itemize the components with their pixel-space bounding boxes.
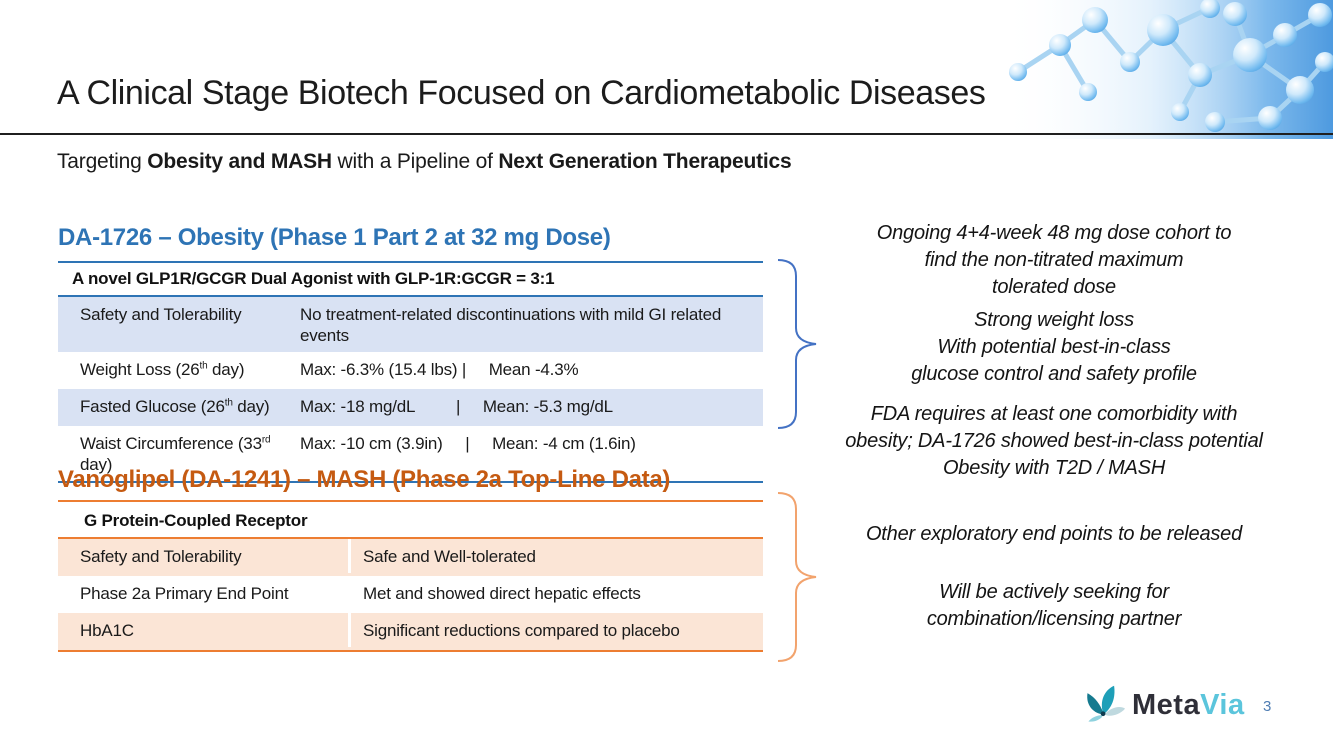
row-label: HbA1C <box>80 621 134 640</box>
blue-brace <box>777 259 817 429</box>
note-line: obesity; DA-1726 showed best-in-class po… <box>845 430 1263 452</box>
table-row: Safety and Tolerability No treatment-rel… <box>58 297 763 352</box>
row-label: Phase 2a Primary End Point <box>80 584 289 603</box>
section-heading-vanoglipel: Vanoglipel (DA-1241) – MASH (Phase 2a To… <box>58 466 671 493</box>
table-row: Safety and Tolerability Safe and Well-to… <box>58 539 763 576</box>
note-line: Will be actively seeking for <box>939 581 1169 603</box>
row-label: Safety and Tolerability <box>80 547 242 566</box>
page-title: A Clinical Stage Biotech Focused on Card… <box>57 74 986 112</box>
note-line: Strong weight loss <box>974 309 1134 331</box>
row-value: Met and showed direct hepatic effects <box>348 576 757 610</box>
table-row: Fasted Glucose (26th day) Max: -18 mg/dL… <box>58 389 763 426</box>
note-line: combination/licensing partner <box>926 608 1182 630</box>
orange-brace <box>777 492 817 662</box>
note-line: Obesity with T2D / MASH <box>942 457 1166 479</box>
note-licensing-partner: Will be actively seeking for combination… <box>818 579 1290 633</box>
row-value: No treatment-related discontinuations wi… <box>300 305 722 345</box>
section-heading-da1726: DA-1726 – Obesity (Phase 1 Part 2 at 32 … <box>58 224 611 251</box>
note-line: glucose control and safety profile <box>911 363 1197 385</box>
note-line: With potential best-in-class <box>937 336 1171 358</box>
row-label: Weight Loss (26th day) <box>80 360 245 379</box>
subtitle-bold: Next Generation Therapeutics <box>498 150 792 173</box>
note-line: tolerated dose <box>992 276 1116 298</box>
title-divider <box>0 133 1333 135</box>
note-exploratory-endpoints: Other exploratory end points to be relea… <box>818 521 1290 548</box>
metavia-logo: MetaVia <box>1082 684 1245 726</box>
table-row: Weight Loss (26th day) Max: -6.3% (15.4 … <box>58 352 763 389</box>
page-number: 3 <box>1263 698 1272 715</box>
note-line: FDA requires at least one comorbidity wi… <box>870 403 1238 425</box>
subtitle-bold: Obesity and MASH <box>147 150 332 173</box>
table-row: HbA1C Significant reductions compared to… <box>58 613 763 650</box>
table-header-row: A novel GLP1R/GCGR Dual Agonist with GLP… <box>58 263 763 297</box>
da1726-table: A novel GLP1R/GCGR Dual Agonist with GLP… <box>58 261 763 483</box>
table-row: Phase 2a Primary End Point Met and showe… <box>58 576 763 613</box>
metavia-bird-icon <box>1087 685 1126 722</box>
table-header-row: G Protein-Coupled Receptor <box>58 505 763 539</box>
note-weight-loss: Strong weight loss With potential best-i… <box>818 307 1290 388</box>
note-line: Ongoing 4+4-week 48 mg dose cohort to <box>876 222 1232 244</box>
row-label: Waist Circumference (33rd day) <box>80 434 271 474</box>
row-value: Safe and Well-tolerated <box>348 539 757 573</box>
subtitle: Targeting Obesity and MASH with a Pipeli… <box>57 150 792 174</box>
row-value: Max: -6.3% (15.4 lbs) | Mean -4.3% <box>300 360 579 379</box>
row-value: Max: -10 cm (3.9in) | Mean: -4 cm (1.6in… <box>300 434 636 453</box>
row-value: Max: -18 mg/dL | Mean: -5.3 mg/dL <box>300 397 613 416</box>
note-line: Other exploratory end points to be relea… <box>865 523 1243 545</box>
note-line: find the non-titrated maximum <box>924 249 1184 271</box>
table-row: Waist Circumference (33rd day) Max: -10 … <box>58 426 763 481</box>
heading-underline <box>58 500 763 502</box>
subtitle-part: with a Pipeline of <box>331 150 499 173</box>
subtitle-part: Targeting <box>57 150 148 173</box>
vanoglipel-table: G Protein-Coupled Receptor Safety and To… <box>58 505 763 652</box>
row-value: Significant reductions compared to place… <box>348 613 757 647</box>
note-dose-cohort: Ongoing 4+4-week 48 mg dose cohort to fi… <box>818 220 1290 301</box>
molecule-image <box>1000 0 1333 139</box>
row-label: Safety and Tolerability <box>80 305 242 324</box>
logo-wordmark: MetaVia <box>1132 688 1245 721</box>
note-fda-comorbidity: FDA requires at least one comorbidity wi… <box>818 401 1290 482</box>
row-label: Fasted Glucose (26th day) <box>80 397 270 416</box>
